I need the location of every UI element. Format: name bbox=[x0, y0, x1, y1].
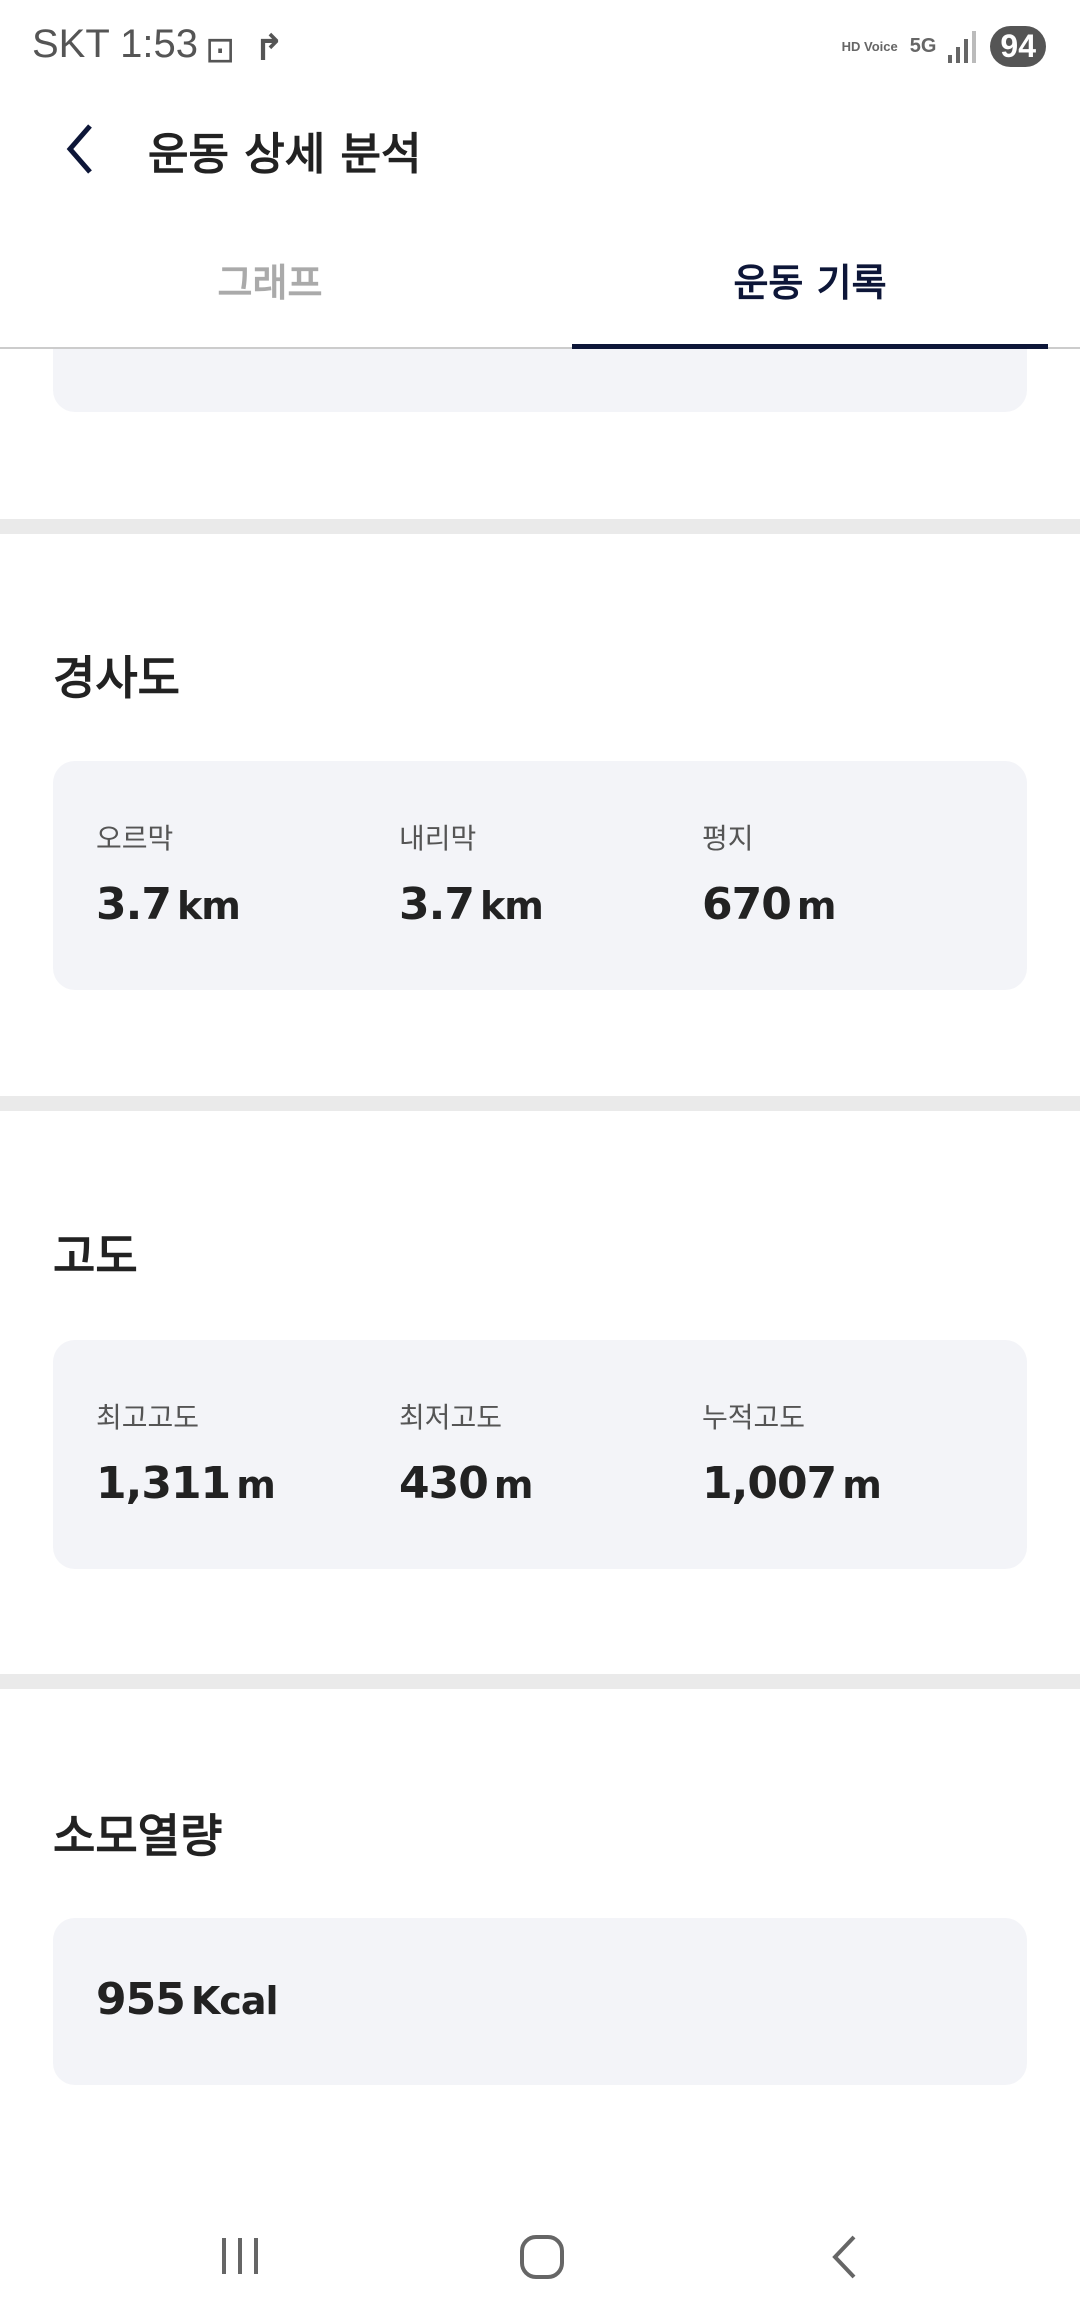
section-divider bbox=[0, 1096, 1080, 1111]
hd-voice-icon: HD Voice bbox=[841, 38, 898, 54]
nav-back-icon[interactable] bbox=[830, 2234, 860, 2280]
section-divider bbox=[0, 1674, 1080, 1689]
calories-title: 소모열량 bbox=[53, 1809, 223, 1863]
cumulative-altitude-label: 누적고도 bbox=[702, 1401, 806, 1434]
slope-card: 오르막 3.7 km 내리막 3.7 km 평지 670 m bbox=[53, 761, 1027, 990]
previous-card bbox=[53, 349, 1027, 412]
recent-apps-icon[interactable] bbox=[218, 2236, 262, 2276]
section-divider bbox=[0, 519, 1080, 534]
altitude-card: 최고고도 1,311 m 최저고도 430 m 누적고도 1,007 m bbox=[53, 1340, 1027, 1569]
status-icons: HD Voice 5G 94 bbox=[842, 26, 1046, 67]
slope-title: 경사도 bbox=[53, 651, 180, 705]
tab-exercise-record[interactable]: 운동 기록 bbox=[733, 261, 887, 305]
uphill-label: 오르막 bbox=[96, 822, 174, 855]
min-altitude-value: 430 m bbox=[399, 1458, 533, 1509]
tab-graph[interactable]: 그래프 bbox=[217, 261, 323, 305]
min-altitude-label: 최저고도 bbox=[399, 1401, 503, 1434]
downhill-label: 내리막 bbox=[399, 822, 477, 855]
calories-value: 955 Kcal bbox=[96, 1974, 278, 2025]
altitude-title: 고도 bbox=[53, 1229, 138, 1283]
tab-active-indicator bbox=[572, 344, 1048, 349]
uphill-value: 3.7 km bbox=[96, 879, 241, 930]
calories-card: 955 Kcal bbox=[53, 1918, 1027, 2085]
downhill-value: 3.7 km bbox=[399, 879, 544, 930]
screenshot-icon: ⊡ bbox=[205, 30, 236, 71]
app-notification-icon: ↱ bbox=[254, 28, 285, 69]
signal-icon bbox=[948, 30, 977, 63]
tab-divider bbox=[0, 347, 1080, 349]
cumulative-altitude-value: 1,007 m bbox=[702, 1458, 882, 1509]
network-icon: 5G bbox=[909, 35, 937, 57]
flat-value: 670 m bbox=[702, 879, 836, 930]
status-time: SKT 1:53 bbox=[32, 22, 199, 66]
back-chevron-icon[interactable] bbox=[62, 122, 98, 176]
max-altitude-value: 1,311 m bbox=[96, 1458, 276, 1509]
max-altitude-label: 최고고도 bbox=[96, 1401, 200, 1434]
page-title: 운동 상세 분석 bbox=[148, 129, 422, 180]
battery-indicator: 94 bbox=[990, 26, 1046, 67]
home-icon[interactable] bbox=[519, 2234, 565, 2280]
flat-label: 평지 bbox=[702, 822, 754, 855]
